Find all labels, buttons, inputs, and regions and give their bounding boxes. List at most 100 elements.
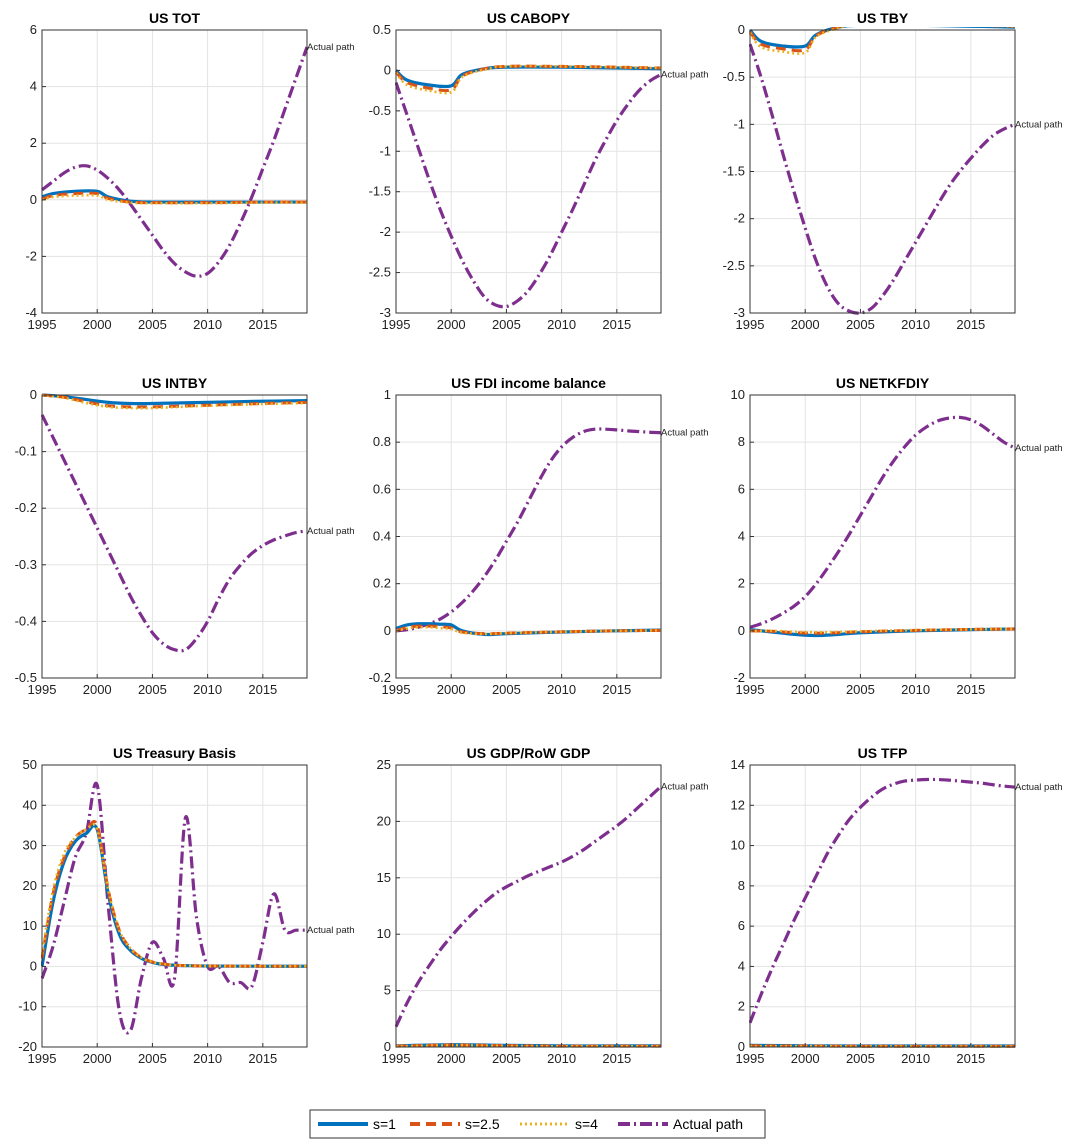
y-tick-label: 15 [377, 870, 391, 885]
y-tick-label: -2 [733, 211, 745, 226]
x-tick-label: 2000 [437, 682, 466, 697]
y-tick-label: 8 [738, 434, 745, 449]
y-tick-label: 0 [384, 1039, 391, 1054]
y-tick-label: -0.5 [15, 670, 37, 685]
x-tick-label: 2015 [248, 1051, 277, 1066]
actual-path-annotation: Actual path [661, 428, 709, 439]
series-line-s-1 [41, 393, 308, 406]
x-tick-label: 2015 [248, 317, 277, 332]
plot-area [396, 765, 661, 1047]
y-tick-label: -0.2 [369, 670, 391, 685]
y-tick-label: 1 [384, 387, 391, 402]
series-line-actual-path [395, 427, 662, 633]
actual-path-annotation: Actual path [307, 526, 355, 537]
series-line-s-4 [395, 64, 662, 95]
y-tick-label: 6 [738, 481, 745, 496]
legend: s=1 s=2.5 s=4 Actual path [309, 1109, 766, 1139]
y-tick-label: -2 [379, 224, 391, 239]
y-tick-label: 6 [738, 918, 745, 933]
y-tick-label: -1 [733, 116, 745, 131]
actual-path-annotation: Actual path [307, 925, 355, 936]
y-tick-label: 0.4 [373, 529, 391, 544]
y-tick-label: 2 [738, 576, 745, 591]
y-tick-label: 40 [23, 797, 37, 812]
y-tick-label: 0.5 [373, 22, 391, 37]
panel-title: US TFP [858, 745, 908, 761]
x-tick-label: 2005 [846, 682, 875, 697]
panel-title: US TBY [857, 10, 909, 26]
axes-box [749, 764, 1016, 1048]
y-tick-label: 20 [377, 813, 391, 828]
panel-title: US FDI income balance [451, 375, 606, 391]
panel-8: 1995 2000 2005 2010 2015 0 5 10 15 20 25 US GDP/RoW… [377, 745, 709, 1066]
x-tick-label: 2000 [83, 682, 112, 697]
panel-title: US CABOPY [487, 10, 571, 26]
y-tick-label: 0 [30, 958, 37, 973]
x-tick-label: 2015 [602, 1051, 631, 1066]
y-tick-label: 8 [738, 878, 745, 893]
y-tick-label: 10 [731, 387, 745, 402]
x-tick-label: 2015 [956, 317, 985, 332]
x-tick-label: 2000 [791, 682, 820, 697]
panel-7: 1995 2000 2005 2010 2015 -20 -10 0 10 20 30 40 50 US … [18, 745, 354, 1066]
x-tick-label: 1995 [736, 317, 765, 332]
y-tick-label: 4 [30, 79, 37, 94]
y-tick-label: 4 [738, 958, 745, 973]
series-line-s-4 [749, 627, 1016, 634]
y-tick-label: 4 [738, 529, 745, 544]
y-tick-label: 25 [377, 757, 391, 772]
axes-box [395, 29, 662, 314]
y-tick-label: -3 [733, 305, 745, 320]
y-tick-label: -0.5 [723, 69, 745, 84]
axes-box [41, 764, 308, 1048]
series-line-s-4 [41, 193, 308, 205]
y-tick-label: -1.5 [723, 164, 745, 179]
legend-label-s1: s=1 [373, 1116, 396, 1132]
y-tick-label: -1.5 [369, 184, 391, 199]
y-tick-label: -2.5 [369, 265, 391, 280]
series-line-s-4 [41, 823, 308, 968]
y-tick-label: 10 [377, 926, 391, 941]
y-tick-label: -20 [18, 1039, 37, 1054]
x-tick-label: 2005 [138, 682, 167, 697]
actual-path-annotation: Actual path [661, 69, 709, 80]
x-tick-label: 2010 [193, 317, 222, 332]
legend-label-s4: s=4 [575, 1116, 598, 1132]
y-tick-label: 50 [23, 757, 37, 772]
panel-4: 1995 2000 2005 2010 2015 -0.5 -0.4 -0.3 -0.2 -0.1… [15, 375, 355, 697]
y-tick-label: 0.8 [373, 434, 391, 449]
series-line-actual-path [749, 415, 1016, 629]
x-tick-label: 2010 [901, 682, 930, 697]
x-tick-label: 1995 [28, 682, 57, 697]
y-tick-label: -0.4 [15, 613, 37, 628]
y-tick-label: 2 [738, 999, 745, 1014]
y-tick-label: -2 [733, 670, 745, 685]
series-line-s-4 [395, 1044, 661, 1048]
x-tick-label: 2005 [846, 1051, 875, 1066]
x-tick-label: 2005 [138, 317, 167, 332]
x-tick-label: 1995 [382, 682, 411, 697]
y-tick-label: -2.5 [723, 258, 745, 273]
y-tick-label: -3 [379, 305, 391, 320]
x-tick-label: 2010 [901, 1051, 930, 1066]
legend-label-s25: s=2.5 [465, 1116, 500, 1132]
y-tick-label: -1 [379, 143, 391, 158]
y-tick-label: 0 [738, 623, 745, 638]
x-tick-label: 2015 [602, 317, 631, 332]
panel-9: 1995 2000 2005 2010 2015 0 2 4 6 8 10 12 14 US TFP Act… [731, 745, 1063, 1066]
panel-3: 1995 2000 2005 2010 2015 -3 -2.5 -2 -1.5 -1 -0.5 0 U… [723, 10, 1063, 332]
y-tick-label: -0.2 [15, 500, 37, 515]
series-line-s-4 [41, 393, 308, 410]
x-tick-label: 2015 [956, 682, 985, 697]
series-line-actual-path [41, 781, 307, 1035]
y-tick-label: -0.5 [369, 103, 391, 118]
y-tick-label: -0.3 [15, 557, 37, 572]
actual-path-annotation: Actual path [307, 42, 355, 53]
series-line-actual-path [395, 73, 662, 309]
actual-path-annotation: Actual path [661, 781, 709, 792]
x-tick-label: 1995 [382, 317, 411, 332]
plot-area [42, 30, 307, 313]
axes-box [41, 394, 308, 679]
series-line-s-2-5 [41, 393, 308, 409]
